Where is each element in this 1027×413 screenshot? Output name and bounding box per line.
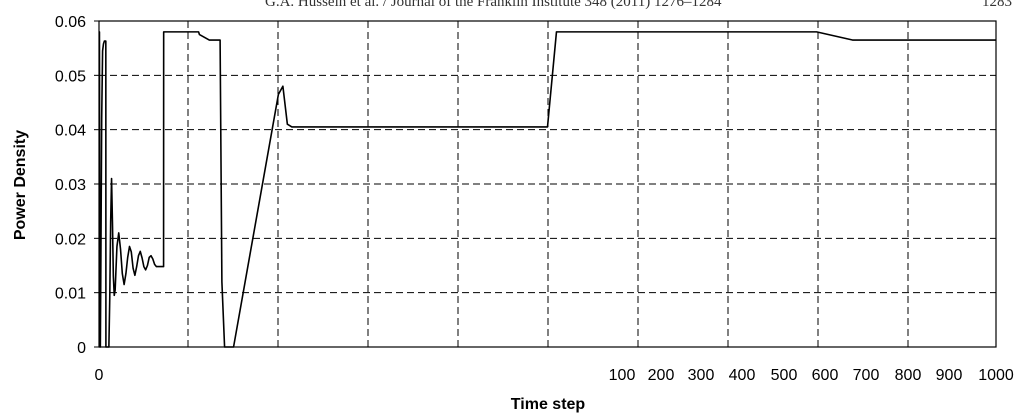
page-number: 1283 [982, 0, 1012, 10]
x-tick-label: 200 [648, 367, 675, 384]
series-layer [98, 31, 996, 348]
y-tick-label: 0.02 [55, 231, 86, 248]
x-tick-label: 600 [812, 367, 839, 384]
y-tick-label: 0.04 [55, 123, 86, 140]
x-tick-label: 800 [895, 367, 922, 384]
x-tick-label: 900 [936, 367, 963, 384]
x-tick-label: 1000 [978, 367, 1014, 384]
series-line [98, 31, 996, 348]
running-title: G.A. Hussein et al. / Journal of the Fra… [265, 0, 722, 10]
gridlines [99, 21, 996, 347]
y-tick-label: 0.03 [55, 177, 86, 194]
x-tick-label: 300 [688, 367, 715, 384]
y-axis-ticks: 0 0.01 0.02 0.03 0.04 0.05 0.06 [55, 14, 99, 357]
x-tick-label: 100 [609, 367, 636, 384]
y-tick-label: 0.06 [55, 14, 86, 31]
y-tick-label: 0.01 [55, 286, 86, 303]
x-axis-ticks: 0 100 200 300 400 500 600 700 800 900 1000 [95, 367, 1014, 384]
x-tick-label: 0 [95, 367, 104, 384]
y-tick-label: 0 [77, 340, 86, 357]
x-tick-label: 700 [853, 367, 880, 384]
x-tick-label: 400 [729, 367, 756, 384]
x-tick-label: 500 [771, 367, 798, 384]
y-tick-label: 0.05 [55, 68, 86, 85]
page-header: G.A. Hussein et al. / Journal of the Fra… [0, 0, 1027, 14]
y-axis-title: Power Density [12, 130, 29, 240]
x-axis-title: Time step [511, 396, 586, 413]
